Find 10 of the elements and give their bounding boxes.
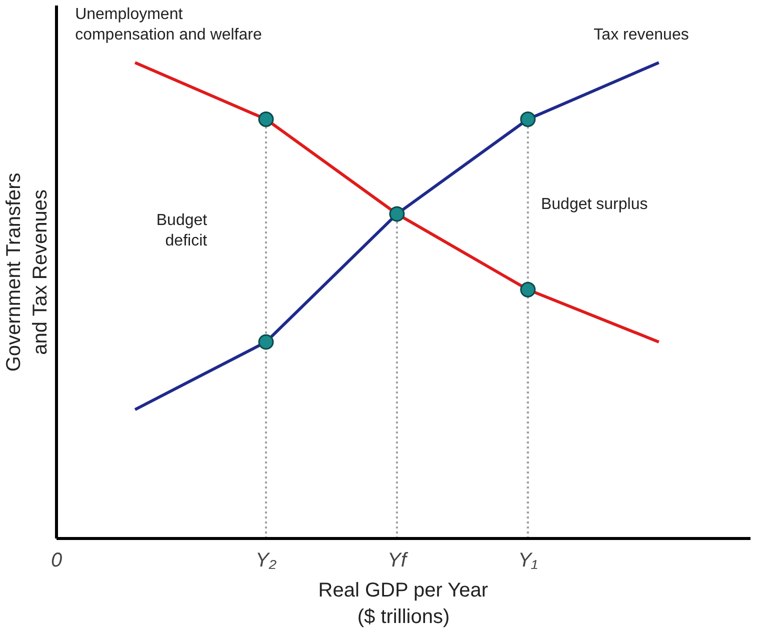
text: Unemployment compensation and welfare: [75, 6, 262, 44]
x-tick-label: Y₂: [256, 550, 277, 572]
annotation: Budget surplus: [540, 196, 648, 213]
text: 0: [50, 550, 62, 572]
y-axis-title: Government Transfers and Tax Revenues: [3, 172, 52, 372]
annotation: Budget deficit: [156, 212, 208, 250]
text: Tax revenues: [594, 26, 689, 44]
x-tick-label: Y₁: [518, 550, 538, 572]
x-axis-title: Real GDP per Year ($ trillions): [318, 580, 488, 628]
x-tick-label: Yf: [388, 550, 409, 572]
